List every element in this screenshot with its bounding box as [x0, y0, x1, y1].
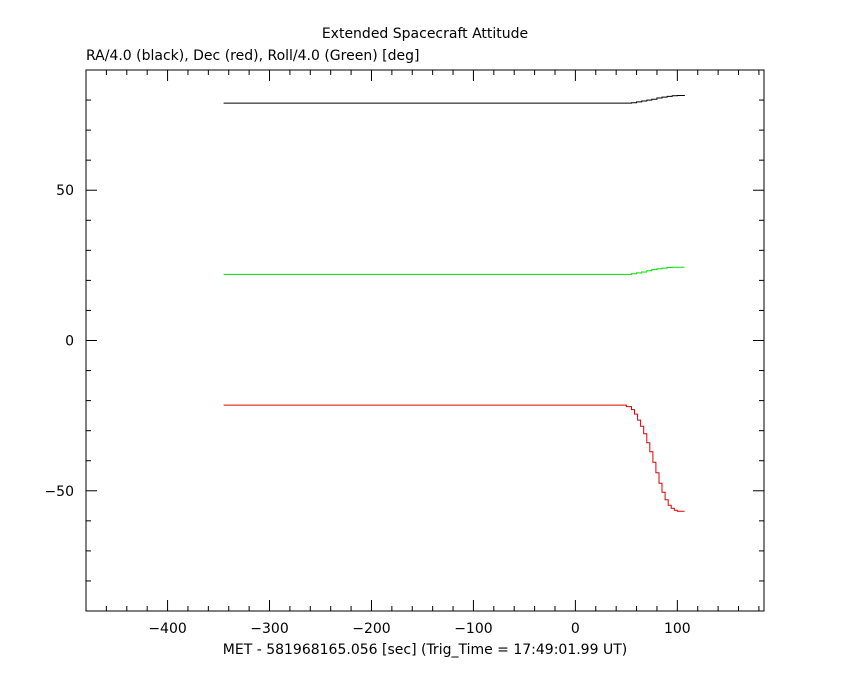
series-line-0: [223, 95, 685, 104]
series-line-2: [223, 404, 685, 512]
series-group: [223, 95, 685, 512]
chart-title: Extended Spacecraft Attitude: [322, 26, 528, 42]
x-tick-label: 0: [571, 621, 580, 637]
x-axis-label: MET - 581968165.056 [sec] (Trig_Time = 1…: [223, 642, 627, 658]
series-line-1: [223, 266, 685, 275]
x-tick-label: −200: [352, 621, 390, 637]
axis-ticks: [85, 69, 764, 612]
y-tick-label: −50: [44, 484, 74, 500]
y-tick-label: 0: [65, 334, 74, 350]
x-tick-label: −300: [250, 621, 288, 637]
tick-labels: −400 −300 −200 −100 0 100 50 0 −50: [44, 183, 690, 637]
x-tick-label: −400: [148, 621, 186, 637]
y-tick-label: 50: [56, 183, 74, 199]
x-tick-label: 100: [664, 621, 691, 637]
x-tick-label: −100: [454, 621, 492, 637]
chart-subtitle: RA/4.0 (black), Dec (red), Roll/4.0 (Gre…: [86, 48, 419, 64]
plot-frame: [85, 69, 765, 612]
